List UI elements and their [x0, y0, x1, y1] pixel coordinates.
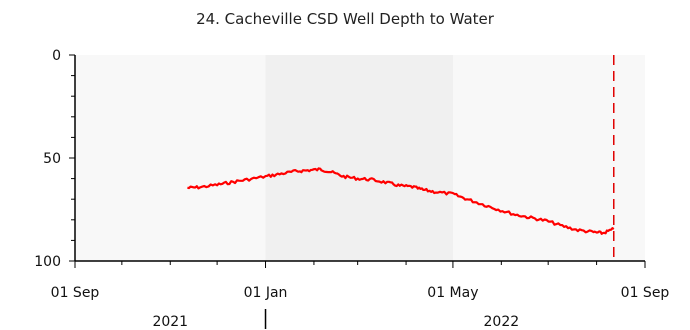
x-tick-label: 01 May [427, 285, 478, 301]
y-tick-label: 100 [34, 254, 61, 270]
y-ticks: 0 50 100 [34, 48, 75, 270]
y-tick-label: 50 [43, 151, 61, 167]
chart-title: 24. Cacheville CSD Well Depth to Water [196, 10, 495, 28]
x-tick-label: 01 Sep [621, 285, 670, 301]
shaded-band [265, 55, 453, 261]
x-ticks: 01 Sep 01 Jan 01 May 01 Sep [51, 261, 670, 301]
y-tick-label: 0 [52, 48, 61, 64]
x-tick-label: 01 Sep [51, 285, 100, 301]
year-label: 2021 [152, 314, 188, 330]
depth-series-line [187, 167, 615, 235]
x-tick-label: 01 Jan [244, 285, 288, 301]
year-labels: 2021 2022 [152, 314, 519, 330]
year-label: 2022 [484, 314, 520, 330]
